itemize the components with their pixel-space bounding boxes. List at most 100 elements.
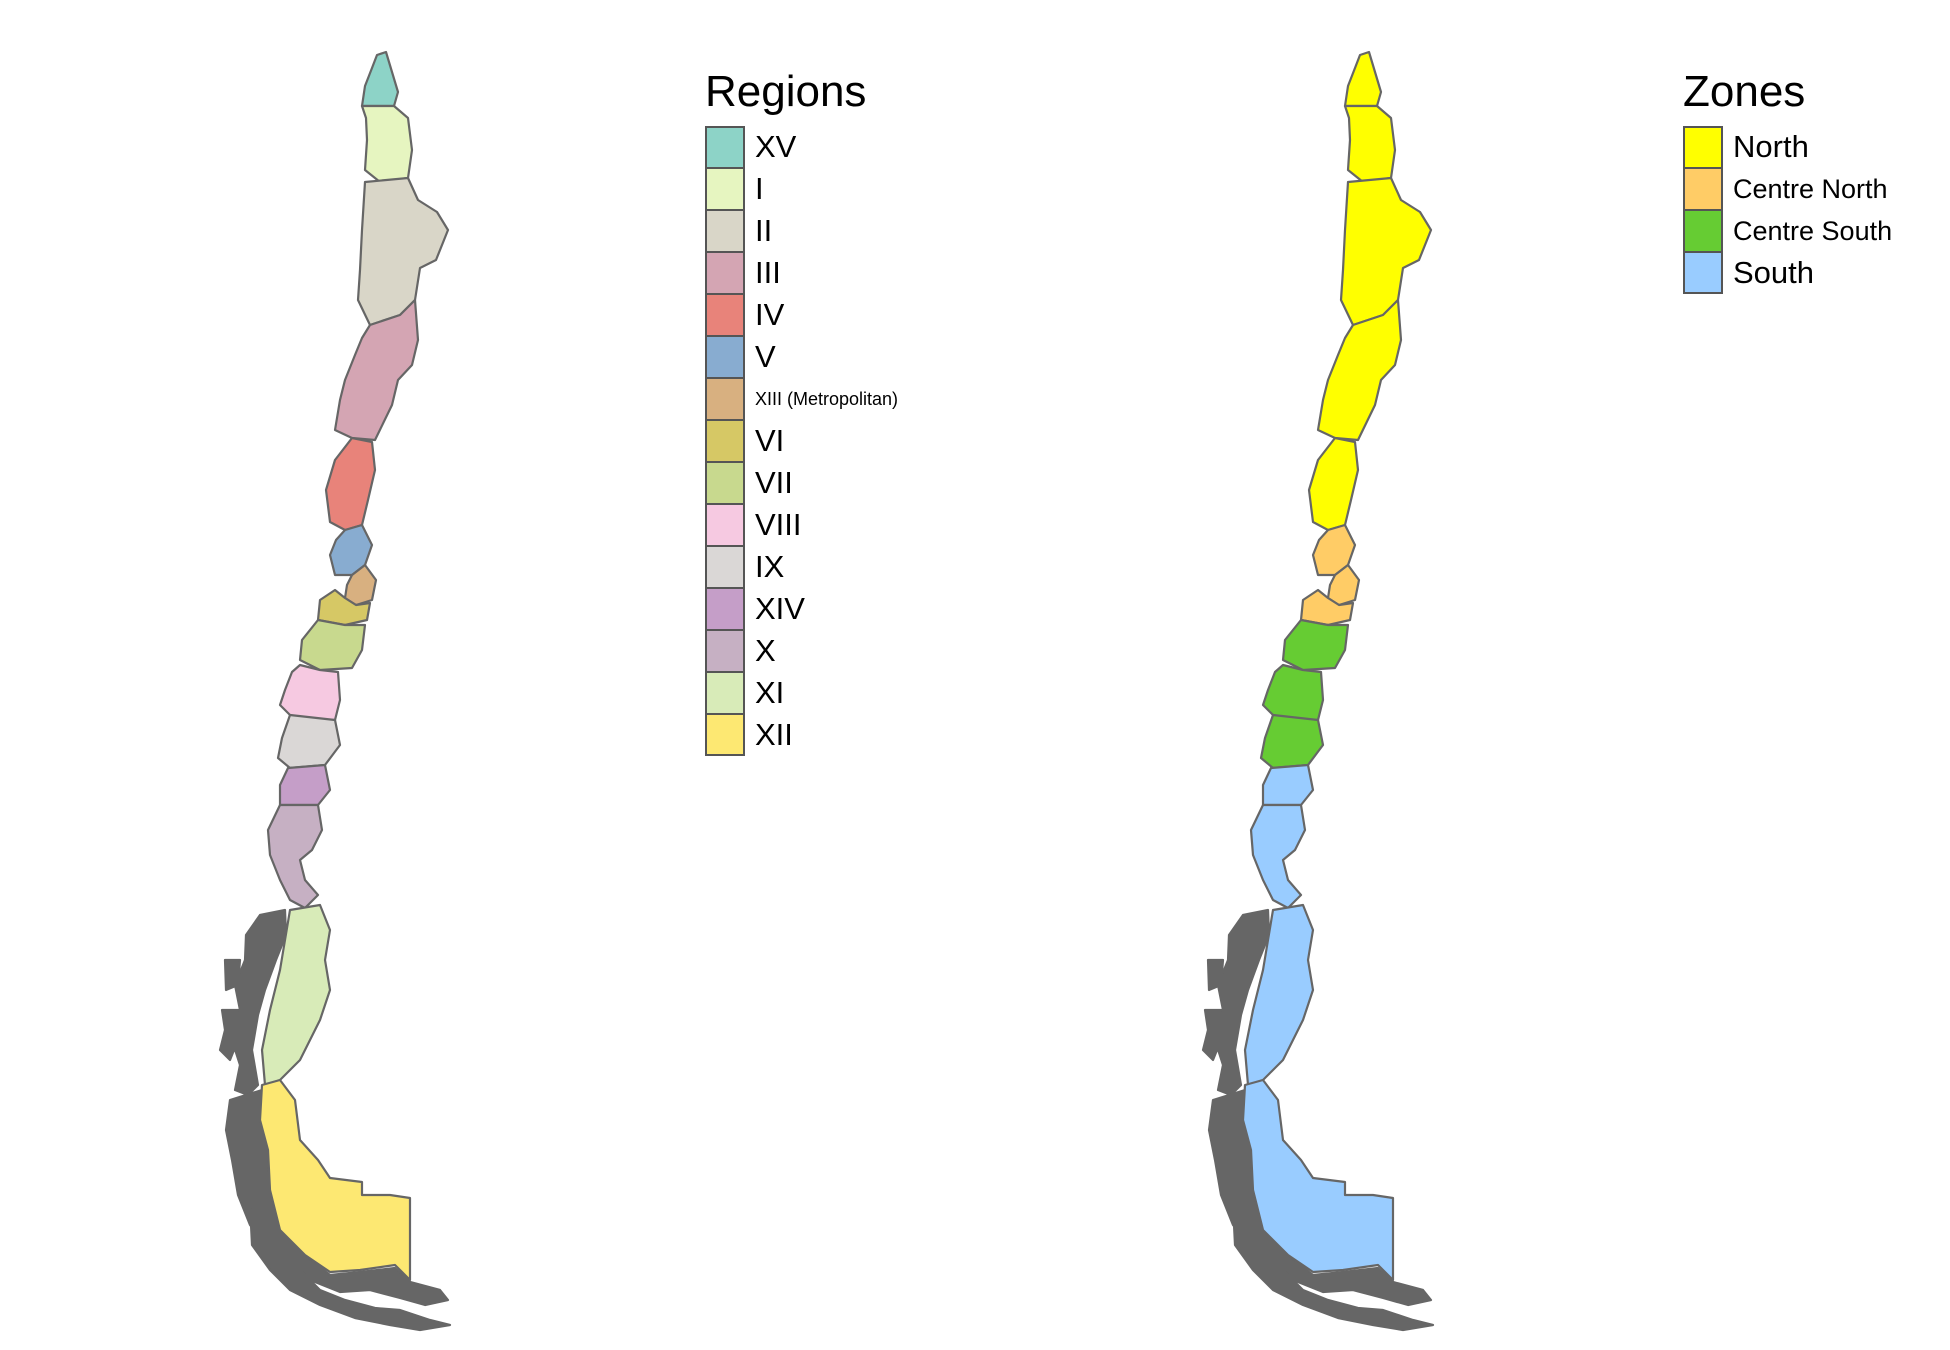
legend-swatch	[1683, 252, 1723, 294]
legend-item: IX	[705, 546, 898, 588]
region-shape	[276, 713, 342, 770]
zone-region-shape	[1249, 803, 1307, 910]
legend-swatch	[705, 168, 745, 210]
legend-item: IV	[705, 294, 898, 336]
legend-label: Centre North	[1733, 173, 1888, 204]
zone-region-shape	[1326, 563, 1361, 607]
legend-swatch	[705, 420, 745, 462]
legend-item: I	[705, 168, 898, 210]
zones-legend: Zones North Centre North Centre South South	[1683, 70, 1892, 294]
legend-swatch	[705, 672, 745, 714]
zone-region-shape	[1261, 663, 1325, 722]
legend-item: XIV	[705, 588, 898, 630]
legend-label: V	[755, 339, 776, 374]
legend-label: IX	[755, 549, 785, 584]
zone-region-shape	[1343, 104, 1397, 184]
legend-item: V	[705, 336, 898, 378]
legend-swatch	[705, 504, 745, 546]
legend-label: X	[755, 633, 776, 668]
legend-item: Centre South	[1683, 210, 1892, 252]
archipelago-shape	[1206, 958, 1225, 992]
legend-label: II	[755, 213, 773, 248]
legend-label: VIII	[755, 507, 802, 542]
zones-legend-list: North Centre North Centre South South	[1683, 126, 1892, 294]
legend-swatch	[705, 378, 745, 420]
zone-region-shape	[1316, 298, 1403, 442]
legend-swatch	[705, 546, 745, 588]
legend-item: South	[1683, 252, 1892, 294]
legend-swatch	[705, 126, 745, 168]
legend-item: XI	[705, 672, 898, 714]
legend-item: North	[1683, 126, 1892, 168]
region-shape	[298, 618, 367, 672]
region-shape	[333, 298, 420, 442]
legend-swatch	[705, 588, 745, 630]
legend-swatch	[1683, 126, 1723, 168]
regions-map	[218, 50, 452, 1332]
legend-label: South	[1733, 255, 1815, 290]
legend-label: I	[755, 171, 764, 206]
legend-label: VII	[755, 465, 793, 500]
legend-swatch	[705, 630, 745, 672]
legend-item: XV	[705, 126, 898, 168]
zones-legend-title: Zones	[1683, 67, 1806, 116]
legend-label: III	[755, 255, 781, 290]
legend-item: Centre North	[1683, 168, 1892, 210]
legend-item: XII	[705, 714, 898, 756]
legend-label: XIV	[755, 591, 805, 626]
region-shape	[360, 50, 400, 108]
legend-swatch	[705, 336, 745, 378]
zone-region-shape	[1243, 903, 1315, 1087]
legend-item: X	[705, 630, 898, 672]
region-shape	[278, 663, 342, 722]
legend-item: VI	[705, 420, 898, 462]
zone-region-shape	[1299, 588, 1355, 627]
zone-region-shape	[1343, 50, 1383, 108]
legend-swatch	[705, 294, 745, 336]
legend-item: VII	[705, 462, 898, 504]
legend-swatch	[705, 210, 745, 252]
legend-item: II	[705, 210, 898, 252]
region-shape	[360, 104, 414, 184]
regions-legend-list: XV I II III IV V XIII (Metropolitan) VI VII VIII I…	[705, 126, 898, 756]
legend-swatch	[1683, 168, 1723, 210]
region-shape	[316, 588, 372, 627]
archipelago-shape	[1231, 1203, 1435, 1332]
archipelago-shape	[1201, 1008, 1225, 1062]
zone-region-shape	[1241, 1078, 1395, 1282]
legend-item: III	[705, 252, 898, 294]
legend-swatch	[1683, 210, 1723, 252]
archipelago-shape	[248, 1203, 452, 1332]
legend-label: VI	[755, 423, 785, 458]
zone-region-shape	[1339, 176, 1433, 327]
legend-label: North	[1733, 129, 1809, 164]
archipelago-shape	[223, 958, 242, 992]
legend-swatch	[705, 714, 745, 756]
region-shape	[356, 176, 450, 327]
legend-label: IV	[755, 297, 785, 332]
region-shape	[258, 1078, 412, 1282]
legend-label: XIII (Metropolitan)	[755, 388, 899, 409]
legend-swatch	[705, 252, 745, 294]
zone-region-shape	[1307, 436, 1360, 532]
zone-region-shape	[1259, 713, 1325, 770]
zone-region-shape	[1261, 763, 1315, 807]
region-shape	[324, 436, 377, 532]
legend-swatch	[705, 462, 745, 504]
zones-map	[1201, 50, 1435, 1332]
legend-label: XII	[755, 717, 793, 752]
legend-label: XI	[755, 675, 785, 710]
legend-label: XV	[755, 129, 797, 164]
zone-region-shape	[1281, 618, 1350, 672]
region-shape	[260, 903, 332, 1087]
legend-item: XIII (Metropolitan)	[705, 378, 898, 420]
region-shape	[343, 563, 378, 607]
archipelago-shape	[218, 1008, 242, 1062]
legend-label: Centre South	[1733, 215, 1893, 246]
region-shape	[278, 763, 332, 807]
legend-item: VIII	[705, 504, 898, 546]
regions-legend-title: Regions	[705, 67, 867, 116]
region-shape	[266, 803, 324, 910]
regions-legend: Regions XV I II III IV V XIII (Metropolitan) VI…	[705, 70, 898, 756]
